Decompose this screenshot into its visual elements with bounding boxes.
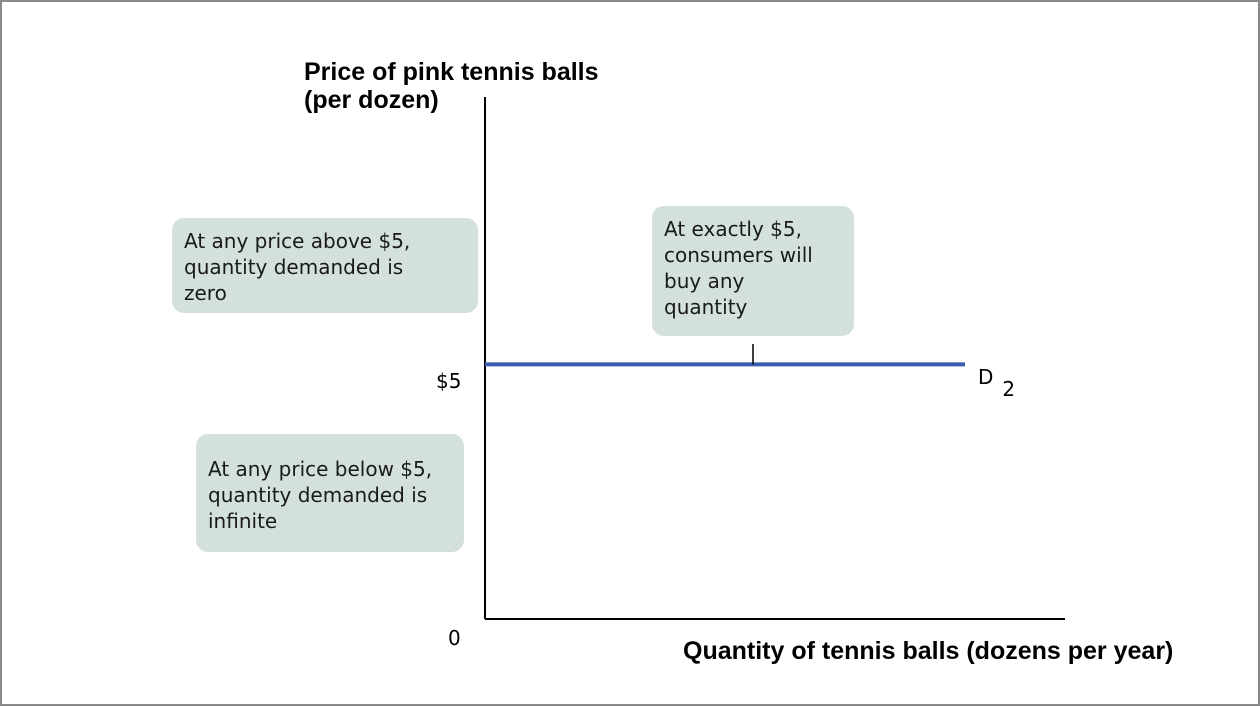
annotation-exact-line-2: consumers will (664, 243, 813, 267)
demand-label-main: D (978, 365, 994, 389)
demand-label-subscript: 2 (1002, 377, 1016, 401)
y-axis-label: Price of pink tennis balls (per dozen) (304, 58, 599, 114)
annotation-below-line-1: At any price below $5, (208, 457, 433, 481)
annotation-above-line-1: At any price above $5, (184, 229, 411, 253)
y-axis-label-line1: Price of pink tennis balls (304, 58, 599, 86)
annotation-above-line-2: quantity demanded is (184, 255, 404, 279)
x-axis-label: Quantity of tennis balls (dozens per yea… (683, 637, 1174, 665)
origin-label: 0 (448, 626, 461, 650)
y-axis-label-line2: (per dozen) (304, 86, 439, 114)
annotation-below-line-2: quantity demanded is (208, 483, 428, 507)
annotation-exact-line-1: At exactly $5, (664, 217, 802, 241)
annotation-below-price: At any price below $5, quantity demanded… (196, 434, 464, 552)
annotation-above-price: At any price above $5, quantity demanded… (172, 218, 478, 313)
annotation-exact-line-4: quantity (664, 295, 748, 319)
y-tick-label-5: $5 (436, 369, 462, 393)
annotation-above-line-3: zero (184, 281, 227, 305)
annotation-exact-line-3: buy any (664, 269, 745, 293)
annotation-exact-price: At exactly $5, consumers will buy any qu… (652, 206, 854, 336)
annotation-below-line-3: infinite (208, 509, 278, 533)
